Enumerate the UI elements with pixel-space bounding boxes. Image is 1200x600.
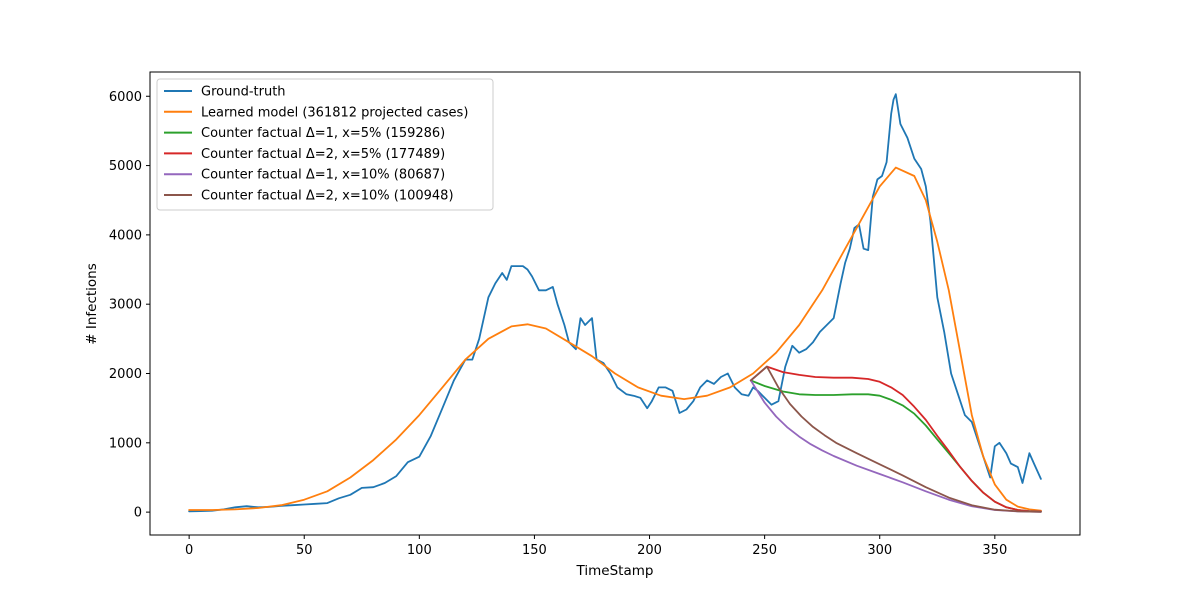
legend-label-2: Counter factual Δ=1, x=5% (159286) — [201, 126, 445, 141]
series-line-1 — [188, 166, 1042, 512]
x-tick-label: 250 — [752, 543, 777, 558]
x-tick-label: 350 — [982, 543, 1007, 558]
y-tick-label: 3000 — [109, 298, 142, 313]
y-tick-label: 2000 — [109, 367, 142, 382]
y-tick-label: 6000 — [109, 90, 142, 105]
legend-box — [156, 78, 494, 211]
x-tick-label: 200 — [637, 543, 662, 558]
y-axis: 0 1000 2000 3000 4000 5000 6000 — [109, 90, 150, 521]
x-tick-label: 150 — [522, 543, 547, 558]
x-tick-label: 300 — [867, 543, 892, 558]
legend-label-0: Ground-truth — [201, 85, 286, 100]
y-tick-label: 5000 — [109, 159, 142, 174]
legend-label-4: Counter factual Δ=1, x=10% (80687) — [201, 168, 445, 183]
x-tick-label: 100 — [407, 543, 432, 558]
x-axis: 0 50 100 150 200 250 300 350 — [185, 535, 1007, 558]
x-tick-label: 0 — [185, 543, 193, 558]
legend: Ground-truth Learned model (361812 projec… — [156, 78, 494, 211]
series-line-5 — [749, 365, 1042, 513]
y-axis-label: # Infections — [84, 263, 100, 345]
series-line-3 — [749, 365, 1042, 513]
y-tick-label: 4000 — [109, 228, 142, 243]
series-line-0 — [188, 93, 1042, 513]
y-tick-label: 1000 — [109, 436, 142, 451]
legend-label-1: Learned model (361812 projected cases) — [201, 105, 468, 120]
x-tick-label: 50 — [296, 543, 313, 558]
series-layer — [188, 93, 1042, 513]
plot-frame — [149, 71, 1081, 536]
y-tick-label: 0 — [134, 506, 142, 521]
legend-label-5: Counter factual Δ=2, x=10% (100948) — [201, 189, 454, 204]
x-axis-label: TimeStamp — [576, 563, 654, 579]
legend-label-3: Counter factual Δ=2, x=5% (177489) — [201, 147, 445, 162]
